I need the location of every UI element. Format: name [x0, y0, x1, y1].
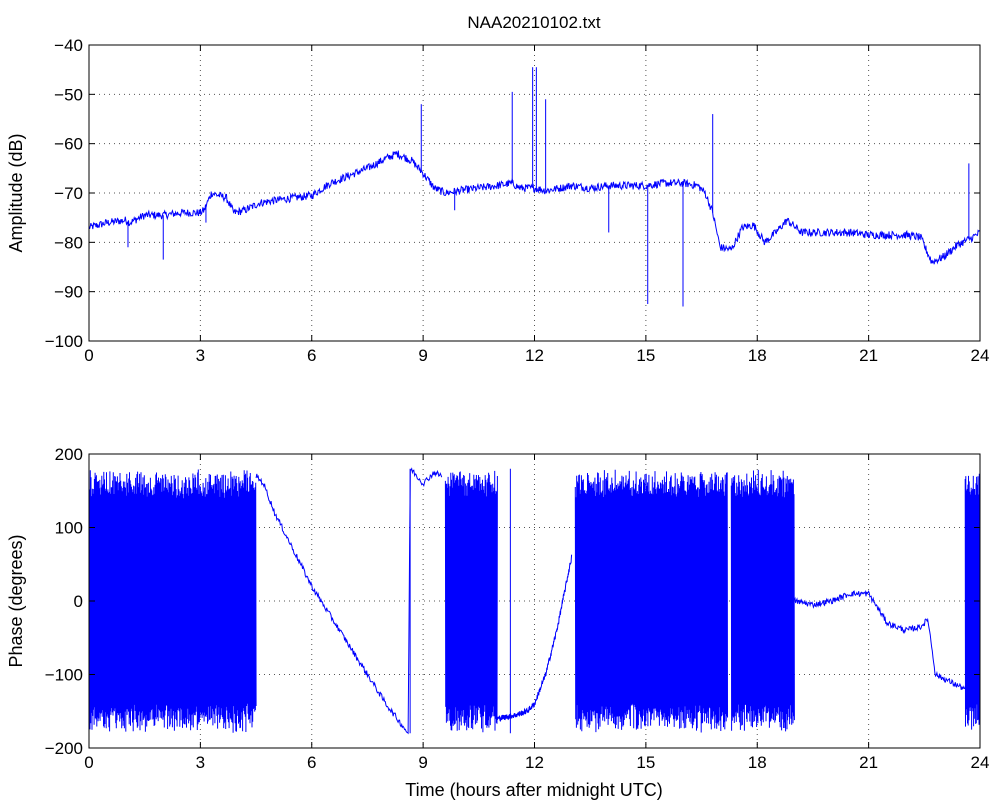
- amplitude-ytick-label: −40: [54, 36, 83, 55]
- phase-ytick-label: −100: [45, 666, 83, 685]
- phase-wrapped-segment: [730, 469, 795, 732]
- phase-xtick-label: 21: [859, 753, 878, 772]
- amplitude-ticks: 0 3 6 9 12 15 18 21 24 −100 −90 −80 −70 −60 −50 −40: [45, 36, 990, 365]
- amplitude-ylabel: Amplitude (dB): [6, 133, 26, 252]
- amplitude-xtick-label: 15: [636, 346, 655, 365]
- phase-trace-group: [88, 467, 981, 735]
- phase-xtick-label: 15: [636, 753, 655, 772]
- phase-ytick-label: −200: [45, 739, 83, 758]
- phase-line: [793, 589, 966, 691]
- amplitude-grid: [89, 45, 980, 341]
- phase-line: [255, 467, 443, 735]
- amplitude-ytick-label: −90: [54, 283, 83, 302]
- amplitude-xtick-label: 12: [525, 346, 544, 365]
- phase-xtick-label: 18: [748, 753, 767, 772]
- amplitude-xtick-label: 18: [748, 346, 767, 365]
- amplitude-ytick-label: −50: [54, 85, 83, 104]
- phase-wrapped-segment: [444, 470, 498, 733]
- amplitude-panel: NAA20210102.txt 0 3 6 9 12 15 18 21 24 −100 −90 −80…: [6, 13, 989, 365]
- amplitude-ytick-label: −70: [54, 184, 83, 203]
- phase-ytick-label: 100: [55, 519, 83, 538]
- amplitude-xtick-label: 6: [307, 346, 316, 365]
- amplitude-trace-group: [88, 67, 981, 307]
- phase-ylabel: Phase (degrees): [6, 534, 26, 667]
- amplitude-xtick-label: 9: [418, 346, 427, 365]
- amplitude-ytick-label: −100: [45, 332, 83, 351]
- amplitude-ytick-label: −80: [54, 233, 83, 252]
- amplitude-xtick-label: 3: [196, 346, 205, 365]
- phase-xtick-label: 3: [196, 753, 205, 772]
- amplitude-line: [88, 150, 981, 265]
- phase-ytick-label: 200: [55, 445, 83, 464]
- amplitude-xtick-label: 24: [971, 346, 990, 365]
- phase-xtick-label: 6: [307, 753, 316, 772]
- amplitude-ytick-label: −60: [54, 135, 83, 154]
- amplitude-xtick-label: 0: [84, 346, 93, 365]
- phase-xtick-label: 24: [971, 753, 990, 772]
- phase-line: [496, 554, 573, 722]
- phase-wrapped-segment: [964, 473, 981, 730]
- phase-ytick-label: 0: [74, 592, 83, 611]
- phase-xtick-label: 12: [525, 753, 544, 772]
- phase-ticks: 0 3 6 9 12 15 18 21 24 −200 −100 0 100 200: [45, 445, 990, 772]
- phase-wrapped-segment: [574, 469, 728, 733]
- phase-xtick-label: 0: [84, 753, 93, 772]
- chart-title: NAA20210102.txt: [467, 13, 601, 32]
- phase-panel: 0 3 6 9 12 15 18 21 24 −200 −100 0 100 200 Phase (deg…: [6, 445, 989, 800]
- amplitude-xtick-label: 21: [859, 346, 878, 365]
- time-xlabel: Time (hours after midnight UTC): [405, 780, 662, 800]
- phase-wrapped-segment: [88, 469, 257, 733]
- phase-xtick-label: 9: [418, 753, 427, 772]
